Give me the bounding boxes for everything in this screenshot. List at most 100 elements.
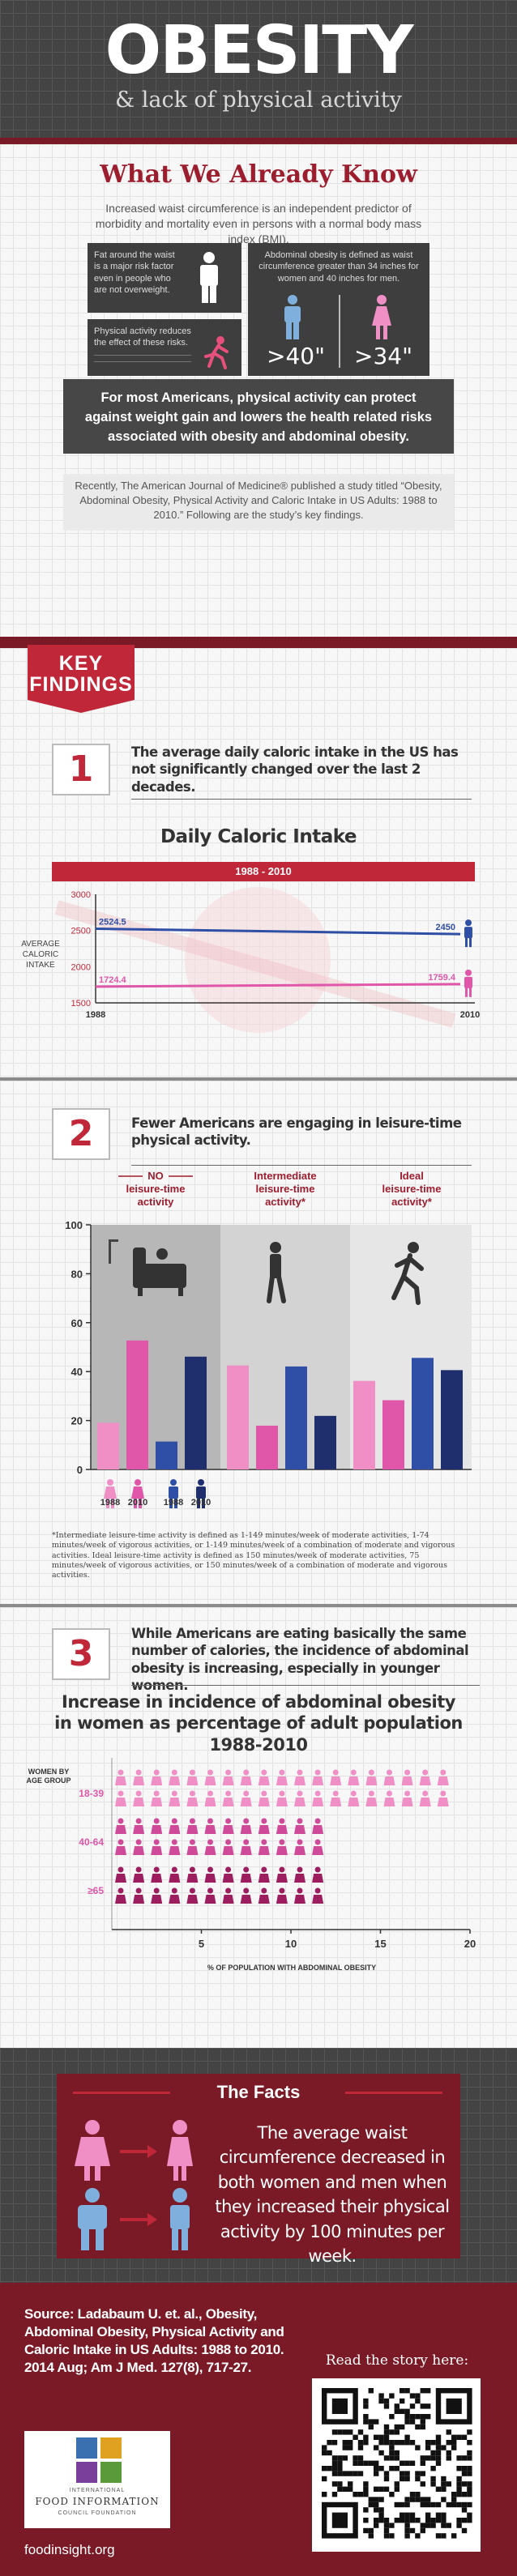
header: OBESITY & lack of physical activity bbox=[0, 0, 517, 138]
obesity-category-label: 18-39 bbox=[79, 1788, 104, 1799]
study-intro: Recently, The American Journal of Medici… bbox=[63, 474, 454, 531]
finding1-text: The average daily caloric intake in the … bbox=[131, 744, 459, 795]
caloric-ytick-label: 2000 bbox=[71, 962, 91, 972]
obesity-xtick-label: 15 bbox=[374, 1938, 386, 1950]
caloric-chart-band: 1988 - 2010 bbox=[52, 862, 475, 881]
activity-bar bbox=[441, 1370, 463, 1469]
fat-waist-text: Fat around the waist is a major risk fac… bbox=[94, 250, 175, 295]
activity-category-label: Ideal leisure-time activity* bbox=[382, 1170, 442, 1208]
activity-box: Physical activity reduces the effect of … bbox=[88, 319, 241, 376]
page-subtitle: & lack of physical activity bbox=[115, 87, 402, 113]
before-after-icons bbox=[75, 2120, 193, 2250]
arrow-right-icon bbox=[120, 2145, 157, 2158]
activity-bar bbox=[314, 1415, 336, 1469]
caloric-data-label: 2524.5 bbox=[99, 917, 126, 927]
logo-line2: FOOD INFORMATION bbox=[35, 2496, 160, 2507]
caloric-ytick-label: 3000 bbox=[71, 890, 91, 900]
logo-line3: COUNCIL FOUNDATION bbox=[58, 2510, 137, 2516]
obesity-bar bbox=[115, 1769, 449, 1806]
findings-label: FINDINGS bbox=[29, 673, 133, 697]
caloric-ytick-label: 1500 bbox=[71, 999, 91, 1009]
woman-after-icon bbox=[167, 2120, 193, 2181]
caloric-data-label: 2450 bbox=[436, 923, 455, 932]
ific-logo: INTERNATIONAL FOOD INFORMATION COUNCIL F… bbox=[24, 2431, 170, 2528]
obesity-chart: WOMEN BY AGE GROUP 5 10 15 20 % OF POPULATION … bbox=[26, 1758, 476, 1972]
activity-legend-label: 1988 bbox=[100, 1498, 120, 1508]
activity-bar bbox=[227, 1365, 249, 1469]
activity-text: Physical activity reduces the effect of … bbox=[94, 326, 191, 348]
caloric-ytick-label: 2500 bbox=[71, 927, 91, 936]
person-icon bbox=[200, 252, 218, 303]
caloric-data-label: 1759.4 bbox=[428, 973, 456, 983]
activity-ytick-label: 100 bbox=[65, 1219, 83, 1231]
activity-category-label: Intermediate leisure-time activity* bbox=[254, 1170, 316, 1208]
obesity-chart-title: Increase in incidence of abdominal obesi… bbox=[54, 1692, 463, 1755]
running-person-icon bbox=[391, 1242, 424, 1305]
walking-person-icon bbox=[267, 1242, 286, 1303]
finding2-divider bbox=[131, 1165, 472, 1166]
man-after-icon bbox=[170, 2188, 190, 2250]
what-we-know-title: What We Already Know bbox=[100, 160, 417, 189]
woman-before-icon bbox=[75, 2120, 110, 2181]
section-divider-1 bbox=[0, 1077, 517, 1081]
obesity-category-label: 40-64 bbox=[79, 1836, 104, 1848]
caloric-xtick-label: 1988 bbox=[86, 1010, 105, 1020]
obesity-xtick-label: 20 bbox=[464, 1938, 476, 1950]
legend-man-icon bbox=[196, 1479, 206, 1508]
fat-waist-box: Fat around the waist is a major risk fac… bbox=[88, 243, 241, 313]
obesity-ylabel: WOMEN BY AGE GROUP bbox=[26, 1768, 70, 1785]
obesity-category-label: ≥65 bbox=[88, 1885, 104, 1896]
logo-line1: INTERNATIONAL bbox=[69, 2488, 126, 2493]
caloric-chart-title: Daily Caloric Intake bbox=[160, 826, 357, 847]
key-findings-tab: KEY FINDINGS bbox=[28, 645, 135, 713]
key-label: KEY bbox=[58, 652, 104, 675]
finding1-divider bbox=[131, 799, 472, 800]
man-icon bbox=[284, 295, 301, 339]
site-link[interactable]: foodinsight.org bbox=[24, 2542, 115, 2557]
obesity-xlabel: % OF POPULATION WITH ABDOMINAL OBESITY bbox=[207, 1964, 376, 1972]
activity-chart: NO leisure-time activity Intermediate leisur… bbox=[65, 1170, 472, 1508]
callout-box: For most Americans, physical activity ca… bbox=[63, 379, 454, 454]
facts-panel: The Facts bbox=[57, 2074, 460, 2266]
facts-body: The average waist circumference decrease… bbox=[215, 2123, 450, 2267]
section-divider-2 bbox=[0, 1604, 517, 1607]
finding2-number: 2 bbox=[52, 1108, 110, 1160]
caloric-intake-chart: 1500 2000 2500 3000 1988 2010 2524.5 2450 1724.… bbox=[21, 887, 480, 1033]
women-waist-value: >34" bbox=[354, 343, 412, 369]
woman-icon bbox=[372, 295, 391, 339]
activity-bar bbox=[382, 1400, 404, 1469]
activity-footnote: *Intermediate leisure-time activity is d… bbox=[52, 1531, 455, 1580]
obesity-bar bbox=[115, 1866, 324, 1904]
caloric-series-line bbox=[95, 983, 461, 988]
facts-section: The Facts bbox=[0, 2048, 517, 2283]
activity-bar bbox=[412, 1358, 434, 1469]
ific-emblem-icon bbox=[76, 2437, 122, 2483]
finding3-section bbox=[0, 1607, 517, 2048]
activity-ytick-label: 0 bbox=[77, 1464, 83, 1476]
header-divider bbox=[0, 138, 517, 144]
caloric-data-label: 1724.4 bbox=[99, 975, 127, 985]
activity-bar bbox=[285, 1366, 307, 1469]
caloric-ylabel-1: AVERAGE CALORIC INTAKE bbox=[21, 940, 60, 970]
activity-legend-label: 2010 bbox=[128, 1498, 147, 1508]
man-before-icon bbox=[78, 2188, 107, 2250]
read-story-label: Read the story here: bbox=[325, 2352, 469, 2369]
facts-title: The Facts bbox=[216, 2082, 301, 2102]
finding3-number: 3 bbox=[52, 1628, 110, 1680]
obesity-xtick-label: 10 bbox=[285, 1938, 297, 1950]
runner-icon bbox=[204, 336, 229, 369]
intro-text: Increased waist circumference is an inde… bbox=[95, 202, 422, 245]
footer: Source: Ladabaum U. et. al., Obesity, Ab… bbox=[0, 2283, 517, 2576]
finding3-text: While Americans are eating basically the… bbox=[131, 1626, 469, 1694]
caloric-series-line bbox=[95, 927, 461, 936]
activity-ytick-label: 80 bbox=[71, 1268, 83, 1280]
obesity-bar bbox=[115, 1818, 324, 1855]
woman-marker-icon bbox=[464, 969, 472, 997]
activity-bar bbox=[126, 1340, 148, 1469]
recliner-icon bbox=[109, 1239, 186, 1296]
men-waist-value: >40" bbox=[267, 343, 325, 369]
man-marker-icon bbox=[464, 919, 472, 948]
qr-code[interactable] bbox=[312, 2378, 481, 2552]
activity-bar bbox=[185, 1356, 207, 1469]
finding1-number: 1 bbox=[52, 744, 110, 795]
